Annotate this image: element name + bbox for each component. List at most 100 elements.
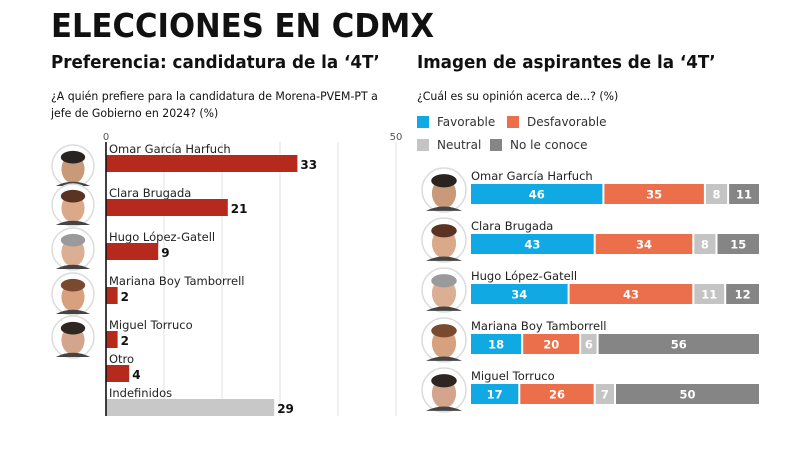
category-label: Hugo López-Gatell bbox=[471, 269, 577, 283]
segment-value-label: 6 bbox=[585, 338, 593, 352]
category-label: Hugo López-Gatell bbox=[109, 230, 215, 244]
segment-value-label: 17 bbox=[487, 388, 503, 402]
segment-value-label: 8 bbox=[712, 188, 720, 202]
legend-label-neutral: Neutral bbox=[437, 138, 482, 152]
image-3-avatar bbox=[421, 317, 467, 363]
legend-swatch-desfavorable bbox=[507, 116, 519, 128]
bar-segment-no-le-conoce bbox=[616, 384, 759, 404]
avatar-shoulders bbox=[425, 356, 463, 361]
avatar-hair bbox=[60, 189, 86, 203]
segment-value-label: 8 bbox=[701, 238, 709, 252]
category-label: Indefinidos bbox=[109, 386, 172, 400]
bar-segment-desfavorable bbox=[523, 334, 580, 354]
bar-segment-no-le-conoce bbox=[598, 334, 759, 354]
segment-value-label: 35 bbox=[646, 188, 662, 202]
legend-favorable: Favorable bbox=[417, 115, 495, 129]
segment-value-label: 11 bbox=[701, 288, 717, 302]
legend-desfavorable: Desfavorable bbox=[507, 115, 607, 129]
avatar-shoulders bbox=[55, 220, 91, 225]
avatar-hair bbox=[60, 321, 86, 335]
legend-label-no-le-conoce: No le conoce bbox=[510, 138, 588, 152]
bar-value-label: 33 bbox=[300, 158, 317, 172]
bar-segment-desfavorable bbox=[569, 284, 693, 304]
avatar-shoulders bbox=[55, 352, 91, 357]
preference-chart-question: ¿A quién prefiere para la candidatura de… bbox=[51, 89, 378, 120]
segment-value-label: 56 bbox=[671, 338, 687, 352]
avatar-shoulders bbox=[425, 256, 463, 261]
avatar-hair bbox=[431, 274, 457, 288]
avatar-hair bbox=[431, 324, 457, 338]
bar-2 bbox=[106, 243, 159, 260]
bar-segment-favorable bbox=[471, 184, 603, 204]
bar-6 bbox=[106, 399, 275, 416]
bar-1 bbox=[106, 199, 228, 216]
segment-value-label: 7 bbox=[601, 388, 609, 402]
legend-swatch-neutral bbox=[417, 139, 429, 151]
legend-no-le-conoce: No le conoce bbox=[490, 138, 588, 152]
segment-value-label: 15 bbox=[730, 238, 746, 252]
segment-value-label: 34 bbox=[636, 238, 652, 252]
preference-2-avatar bbox=[51, 227, 95, 271]
image-chart-title: Imagen de aspirantes de la ‘4T’ bbox=[417, 52, 716, 73]
legend-neutral: Neutral bbox=[417, 138, 481, 152]
category-label: Otro bbox=[109, 352, 134, 366]
category-label: Clara Brugada bbox=[471, 219, 553, 233]
legend-swatch-no-le-conoce bbox=[490, 139, 502, 151]
bar-segment-desfavorable bbox=[520, 384, 594, 404]
avatar-hair bbox=[431, 374, 457, 388]
x-tick-label-50: 50 bbox=[390, 132, 403, 143]
bar-segment-neutral bbox=[705, 184, 728, 204]
segment-value-label: 11 bbox=[736, 188, 752, 202]
avatar-shoulders bbox=[425, 206, 463, 211]
image-4-avatar bbox=[421, 367, 467, 413]
image-2-avatar bbox=[421, 267, 467, 313]
legend-label-desfavorable: Desfavorable bbox=[527, 115, 607, 129]
bar-segment-neutral bbox=[595, 384, 614, 404]
segment-value-label: 34 bbox=[511, 288, 527, 302]
preference-0-avatar bbox=[51, 144, 95, 188]
bar-segment-desfavorable bbox=[604, 184, 704, 204]
legend-swatch-favorable bbox=[417, 116, 429, 128]
bar-segment-neutral bbox=[694, 234, 716, 254]
category-label: Miguel Torruco bbox=[109, 318, 193, 332]
avatar-hair bbox=[431, 174, 457, 188]
avatar-hair bbox=[60, 150, 86, 164]
bar-value-label: 2 bbox=[121, 334, 129, 348]
bar-segment-favorable bbox=[471, 234, 594, 254]
bar-segment-neutral bbox=[694, 284, 725, 304]
bar-0 bbox=[106, 155, 298, 172]
preference-chart-title: Preferencia: candidatura de la ‘4T’ bbox=[51, 52, 380, 73]
bar-4 bbox=[106, 331, 118, 348]
bar-segment-no-le-conoce bbox=[729, 184, 759, 204]
main-title: ELECCIONES EN CDMX bbox=[51, 6, 435, 45]
bar-segment-desfavorable bbox=[595, 234, 693, 254]
bar-segment-no-le-conoce bbox=[717, 234, 759, 254]
category-label: Clara Brugada bbox=[109, 186, 191, 200]
x-tick-label-0: 0 bbox=[103, 132, 109, 143]
category-label: Mariana Boy Tamborrell bbox=[471, 319, 607, 333]
segment-value-label: 18 bbox=[488, 338, 504, 352]
bar-value-label: 2 bbox=[121, 290, 129, 304]
segment-value-label: 12 bbox=[735, 288, 751, 302]
image-chart-question: ¿Cuál es su opinión acerca de...? (%) bbox=[417, 89, 619, 103]
image-0-avatar bbox=[421, 167, 467, 213]
segment-value-label: 20 bbox=[543, 338, 559, 352]
category-label: Omar García Harfuch bbox=[471, 169, 593, 183]
preference-3-avatar bbox=[51, 272, 95, 316]
bar-3 bbox=[106, 287, 118, 304]
avatar-hair bbox=[60, 278, 86, 292]
bar-5 bbox=[106, 365, 130, 382]
bar-value-label: 21 bbox=[231, 202, 248, 216]
bar-value-label: 29 bbox=[277, 402, 294, 416]
bar-value-label: 4 bbox=[132, 368, 140, 382]
bar-segment-no-le-conoce bbox=[726, 284, 759, 304]
avatar-hair bbox=[60, 233, 86, 247]
image-1-avatar bbox=[421, 217, 467, 263]
category-label: Omar García Harfuch bbox=[109, 142, 231, 156]
segment-value-label: 46 bbox=[529, 188, 545, 202]
bar-segment-favorable bbox=[471, 284, 568, 304]
segment-value-label: 43 bbox=[623, 288, 639, 302]
avatar-shoulders bbox=[425, 306, 463, 311]
category-label: Miguel Torruco bbox=[471, 369, 555, 383]
